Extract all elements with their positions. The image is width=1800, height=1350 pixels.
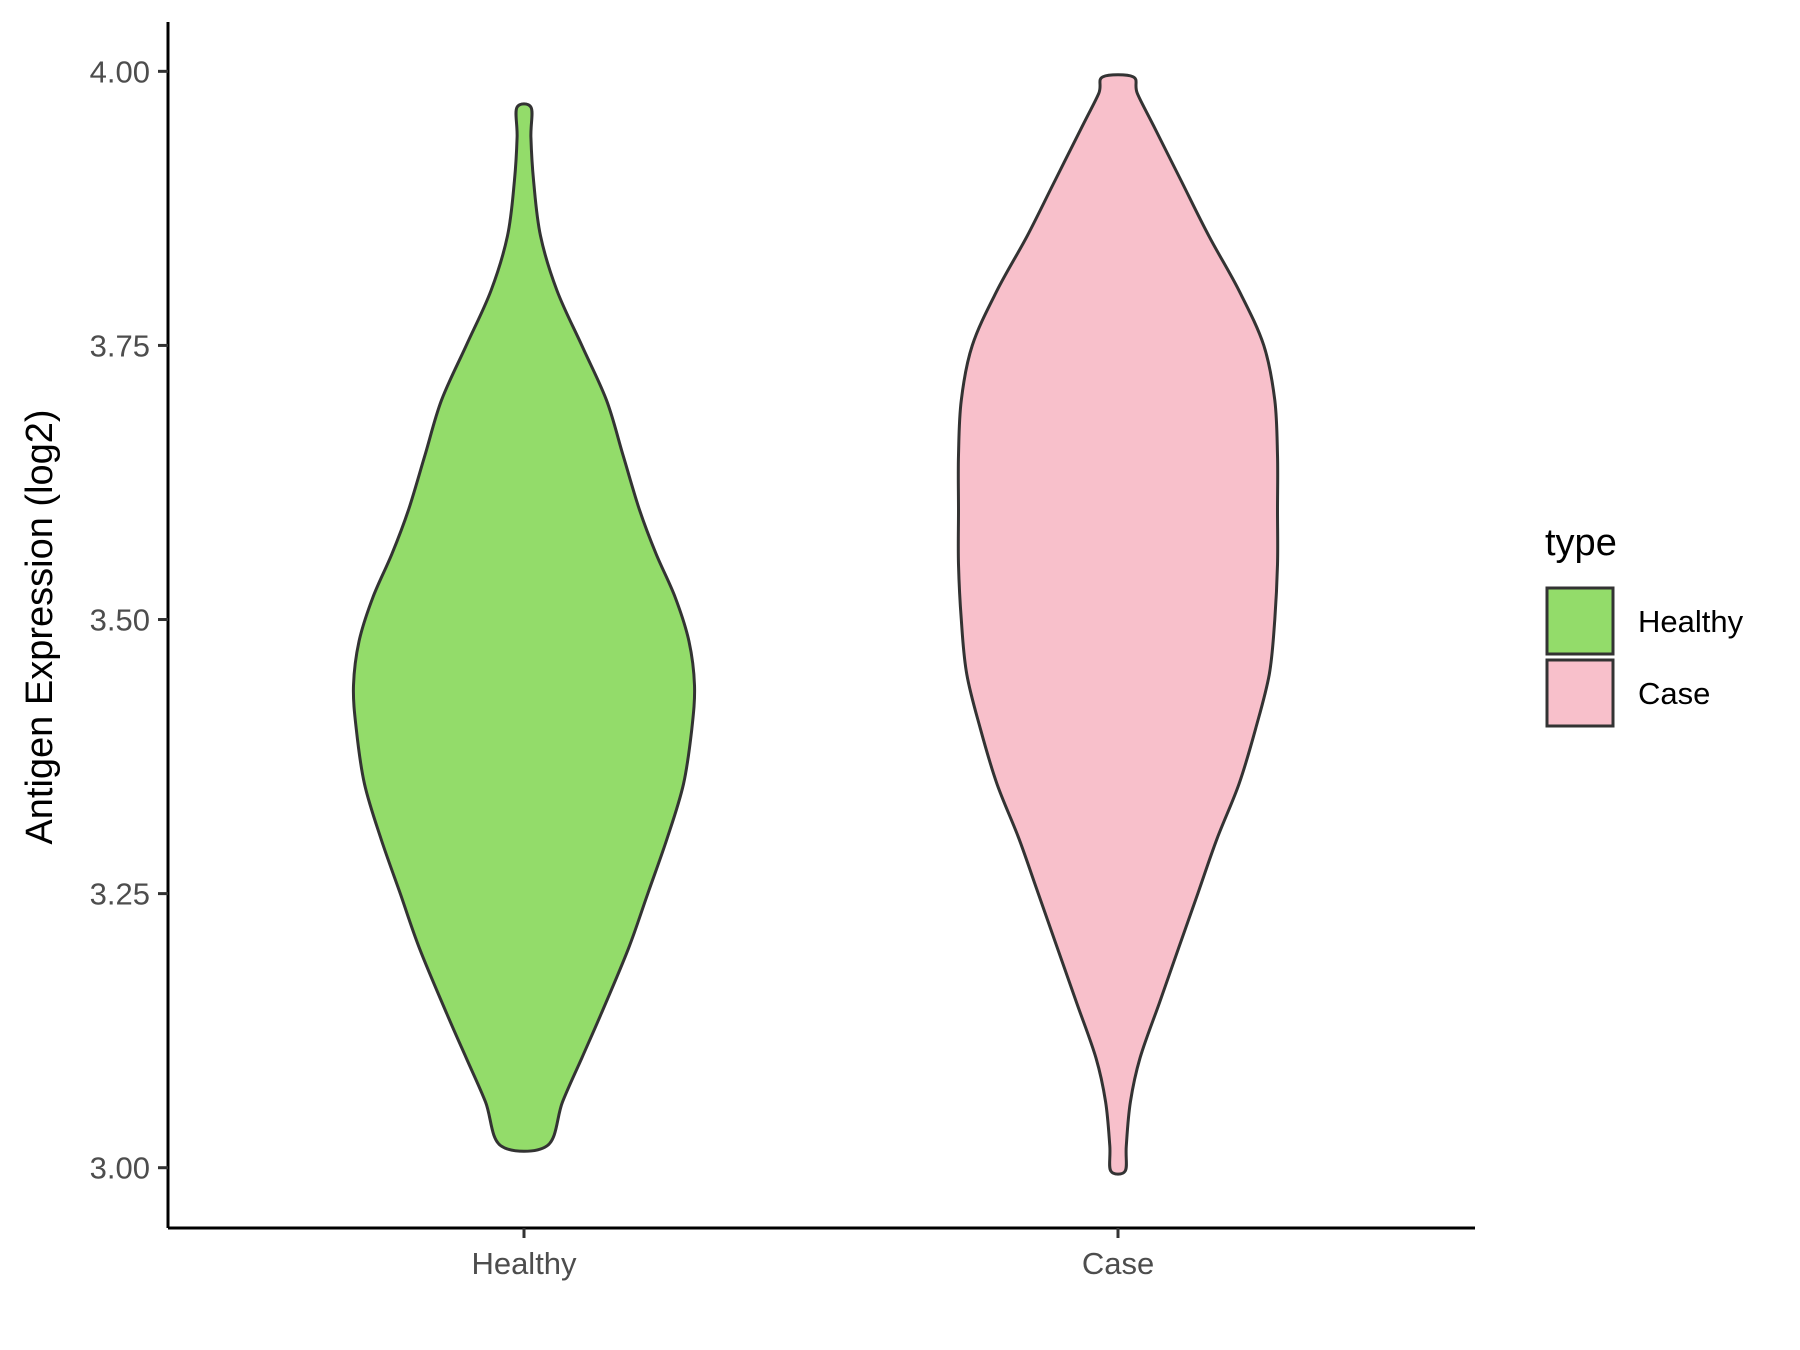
y-tick-label: 4.00: [90, 54, 150, 89]
legend-label-case: Case: [1638, 676, 1710, 711]
legend-swatch-case: [1545, 658, 1615, 728]
legend: type Healthy Case: [1545, 522, 1744, 728]
y-tick-label: 3.00: [90, 1151, 150, 1186]
y-tick-label: 3.50: [90, 603, 150, 638]
legend-swatch-healthy: [1545, 586, 1615, 656]
violin-case: [956, 73, 1280, 1176]
legend-label-healthy: Healthy: [1638, 604, 1744, 639]
violin-group: [351, 73, 1280, 1176]
y-axis-ticks: 3.00 3.25 3.50 3.75 4.00: [90, 54, 168, 1186]
y-axis-title: Antigen Expression (log2): [19, 409, 61, 844]
legend-entries: Healthy Case: [1545, 586, 1744, 728]
legend-title: type: [1545, 522, 1617, 564]
x-axis-ticks: Healthy Case: [471, 1228, 1154, 1281]
violin-healthy: [351, 102, 697, 1153]
x-tick-label: Healthy: [471, 1246, 577, 1281]
y-tick-label: 3.75: [90, 328, 150, 363]
y-tick-label: 3.25: [90, 877, 150, 912]
x-tick-label: Case: [1082, 1246, 1154, 1281]
